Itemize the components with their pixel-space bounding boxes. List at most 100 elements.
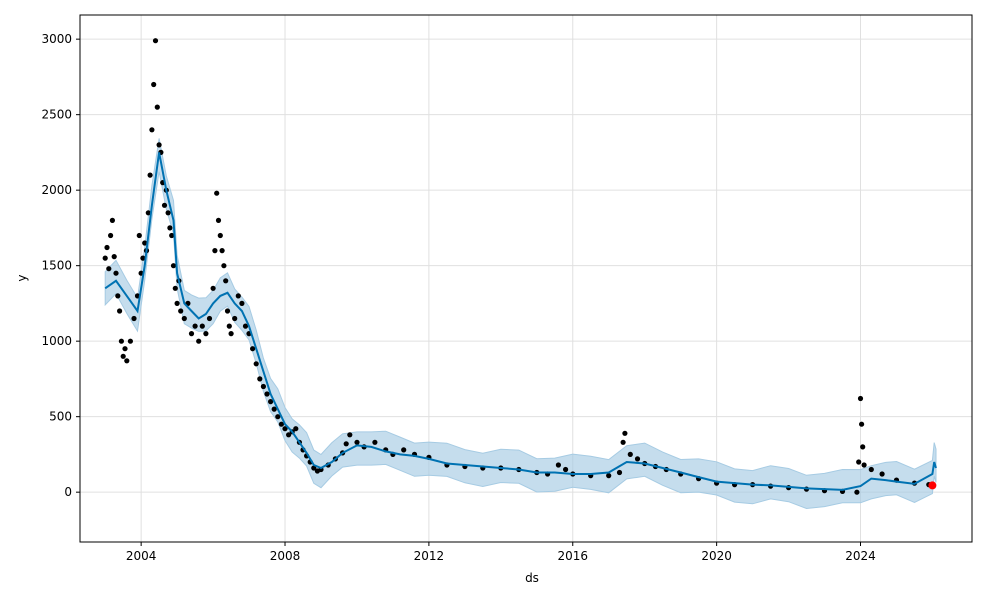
x-axis-ticks: 2004 2008 2012 2016 2020 2024 [126,542,876,563]
observed-point [311,465,317,471]
observed-point [124,358,130,364]
observed-point [627,451,633,457]
observed-point [167,225,173,231]
y-tick-label: 2500 [41,108,72,122]
observed-point [563,466,569,473]
observed-point [181,315,187,322]
observed-point [293,426,299,432]
x-tick-label: 2024 [845,549,876,563]
observed-point [192,323,198,329]
observed-point [215,217,222,223]
observed-point [856,459,862,465]
observed-point [260,383,266,390]
observed-point [106,266,112,272]
observed-point [214,190,220,196]
highlight-layer [928,481,937,490]
forecast-line [104,152,937,491]
observed-point [111,254,117,260]
y-tick-label: 1500 [41,259,72,273]
x-axis-label: ds [525,571,539,585]
observed-point [250,346,256,352]
observed-point [170,263,177,269]
observed-point [149,127,155,133]
observed-point [879,471,885,477]
observed-point [152,38,159,44]
observed-point [196,338,202,344]
observed-point [278,421,284,427]
observed-point [221,263,227,269]
observed-point [347,432,353,438]
observed-point [228,331,234,337]
interval-band-layer [104,138,937,510]
observed-point [172,285,178,291]
observed-point [854,489,860,495]
observed-point [242,323,249,329]
y-tick-label: 2000 [41,183,72,197]
x-tick-label: 2004 [126,549,157,563]
observed-point [117,308,123,314]
observed-point [282,426,288,432]
observed-point [226,323,232,329]
observed-point [616,469,623,476]
observed-point [264,391,270,397]
observed-point [199,323,205,329]
observed-point [857,395,864,402]
observed-point [219,248,225,254]
x-tick-label: 2020 [701,549,732,563]
observed-point [169,232,175,239]
plot-frame [79,14,973,543]
observed-point [120,353,126,359]
observed-point [868,466,874,473]
observed-point [239,300,245,306]
observed-point [206,315,213,322]
observed-point [102,255,108,261]
x-tick-label: 2008 [270,549,301,563]
observed-point [275,414,281,420]
observed-point [634,456,641,462]
observed-point [223,278,229,284]
observed-point [131,315,137,322]
x-tick-label: 2012 [414,549,445,563]
observed-point [253,361,259,367]
observed-point [108,232,114,239]
observed-point [372,439,378,445]
y-tick-label: 1000 [41,334,72,348]
observed-point [606,473,612,479]
observed-point [178,308,184,314]
observed-point [113,270,119,276]
observed-point [224,308,231,314]
observed-point [188,331,195,337]
y-tick-label: 0 [64,485,72,499]
uncertainty-band [104,138,937,510]
observed-point [620,439,626,445]
observed-point [217,232,223,239]
observed-point [109,217,115,223]
observed-point [232,315,238,322]
observed-point [257,376,263,382]
observed-point [860,444,866,450]
observed-point [118,338,124,344]
observed-point [354,439,360,445]
observed-point [210,285,216,291]
observed-point [136,232,142,239]
y-axis-label: y [15,274,29,281]
observed-point [235,293,241,299]
observed-point [140,255,146,261]
observed-point [165,210,171,216]
highlight-point [928,481,937,490]
observed-point [156,142,162,148]
observed-point [142,240,148,246]
y-axis-ticks: 0 500 1000 1500 2000 2500 3000 [41,32,80,499]
observed-point [115,293,121,299]
observed-point [104,244,110,251]
observed-point [859,421,865,427]
y-tick-label: 500 [49,410,72,424]
observed-point [271,406,277,412]
observed-point [151,81,157,88]
observed-point [286,432,292,438]
observed-point [145,210,151,216]
observed-point [161,202,168,208]
